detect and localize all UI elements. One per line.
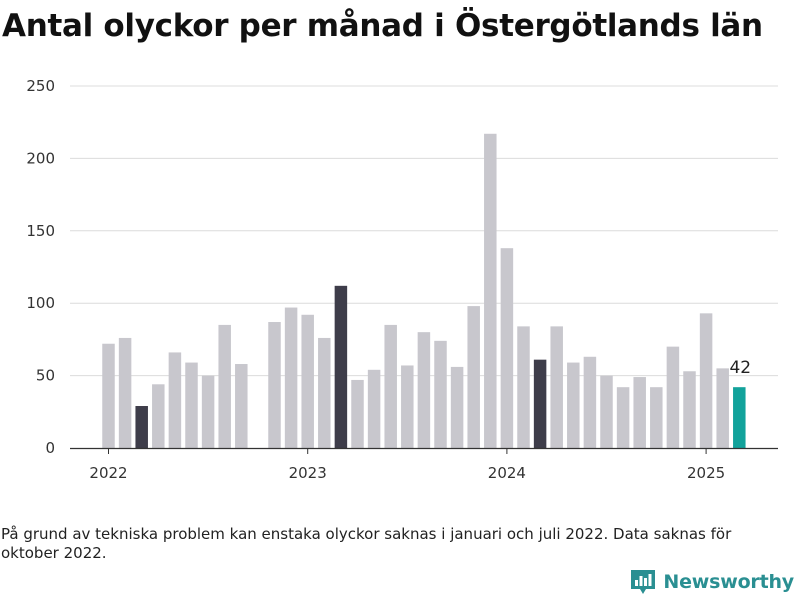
bar-2024-05 <box>567 362 580 448</box>
bar-2022-09 <box>235 364 248 448</box>
bar-2023-07 <box>401 365 414 448</box>
bar-2022-04 <box>152 384 165 448</box>
bar-2023-12 <box>484 133 497 448</box>
chart-title: Antal olyckor per månad i Östergötlands … <box>2 8 763 44</box>
bar-2024-03 <box>533 359 547 448</box>
y-axis-tick-labels: 0 50 100 150 200 250 <box>26 77 55 457</box>
bar-2022-05 <box>168 352 182 448</box>
x-tick-label: 2025 <box>687 464 725 482</box>
footnote: På grund av tekniska problem kan enstaka… <box>1 525 732 562</box>
bar-2024-10 <box>650 387 663 448</box>
bar-2023-03 <box>334 285 348 448</box>
bar-2025-02 <box>716 368 729 448</box>
bar-2023-05 <box>367 369 381 448</box>
y-tick-label: 0 <box>45 439 55 457</box>
annotations: 42 <box>729 358 751 378</box>
newsworthy-logo-icon <box>631 570 656 594</box>
x-axis: 2022 2023 2024 2025 <box>70 447 778 482</box>
bar-2022-01 <box>102 343 115 448</box>
brand-logo: Newsworthy <box>629 568 794 596</box>
y-tick-label: 200 <box>26 149 55 167</box>
bar-2024-01 <box>500 248 514 448</box>
bar-2025-01 <box>699 313 713 448</box>
bar-2024-04 <box>550 326 563 448</box>
bar-2022-12 <box>284 307 298 448</box>
bar-2023-01 <box>301 314 314 448</box>
bar-2024-11 <box>666 346 680 448</box>
bar-2022-03 <box>135 406 148 448</box>
bar-2024-02 <box>517 326 530 448</box>
bar-2023-08 <box>417 332 431 448</box>
data-label: 42 <box>729 358 751 378</box>
y-tick-label: 150 <box>26 222 55 240</box>
bar-2024-08 <box>616 387 630 448</box>
bar-2022-08 <box>218 324 231 448</box>
brand-label: Newsworthy <box>663 571 794 593</box>
y-tick-label: 50 <box>36 367 55 385</box>
bar-2025-03 <box>733 387 746 448</box>
bar-2022-02 <box>118 337 132 448</box>
bar-2023-11 <box>467 306 480 448</box>
bar-2023-10 <box>450 366 464 448</box>
bar-2024-07 <box>600 375 613 448</box>
bar-2023-09 <box>434 340 447 448</box>
x-tick-label: 2024 <box>488 464 526 482</box>
bar-2023-04 <box>351 379 364 448</box>
bar-2024-12 <box>683 371 696 448</box>
bars <box>102 133 746 448</box>
bar-2024-09 <box>633 377 646 448</box>
y-tick-label: 250 <box>26 77 55 95</box>
bar-2022-11 <box>268 322 281 448</box>
bar-2023-06 <box>384 324 397 448</box>
x-tick-label: 2022 <box>89 464 127 482</box>
bar-2022-06 <box>185 362 198 448</box>
bar-2022-07 <box>201 375 215 448</box>
bar-2023-02 <box>318 337 331 448</box>
x-tick-label: 2023 <box>289 464 327 482</box>
y-tick-label: 100 <box>26 294 55 312</box>
bar-2024-06 <box>583 356 597 448</box>
